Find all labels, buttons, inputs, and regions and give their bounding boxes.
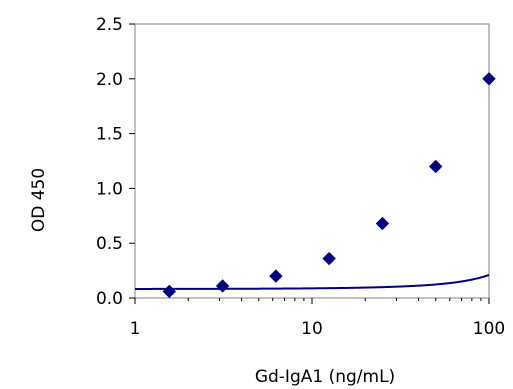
y-tick-label: 2.5 [96, 15, 123, 35]
y-axis: 0.0 0.5 1.0 1.5 2.0 2.5 [96, 15, 135, 309]
x-tick-label: 10 [301, 319, 323, 339]
y-tick-label: 0.5 [96, 234, 123, 254]
data-point [483, 73, 495, 85]
y-tick-label: 2.0 [96, 70, 123, 90]
data-point [217, 280, 229, 292]
data-points [163, 73, 495, 298]
fit-curve-line [135, 275, 489, 289]
x-tick-label: 100 [473, 319, 505, 339]
data-point [430, 160, 442, 172]
y-tick-label: 0.0 [96, 289, 123, 309]
x-axis: 1 10 100 [130, 298, 506, 339]
data-point [163, 285, 175, 297]
y-tick-label: 1.5 [96, 125, 123, 145]
fit-curve [135, 275, 489, 289]
x-axis-title: Gd-IgA1 (ng/mL) [255, 367, 395, 387]
x-tick-label: 1 [130, 319, 141, 339]
y-axis-title: OD 450 [29, 168, 49, 232]
data-point [376, 217, 388, 229]
y-tick-label: 1.0 [96, 179, 123, 199]
data-point [323, 253, 335, 265]
data-point [270, 270, 282, 282]
